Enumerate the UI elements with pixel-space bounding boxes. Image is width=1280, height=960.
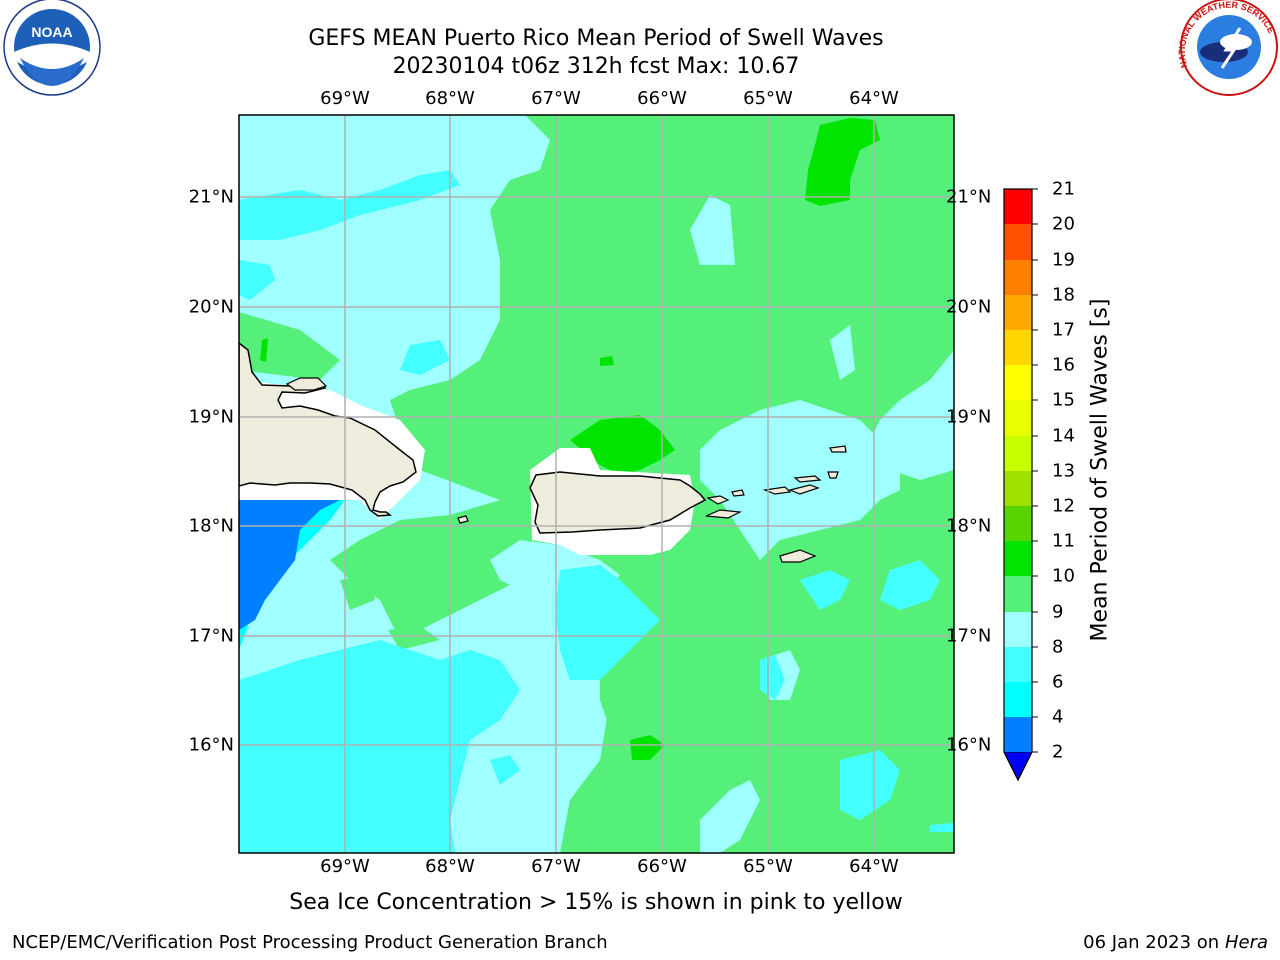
colorbar-tick-label: 20 <box>1052 213 1075 235</box>
national-weather-service-logo: NATIONAL WEATHER SERVICE <box>1177 0 1278 96</box>
colorbar-tick-label: 8 <box>1052 636 1064 658</box>
colorbar-tick-label: 10 <box>1052 565 1075 587</box>
lon-label-bottom: 68°W <box>425 856 475 877</box>
colorbar-tick-label: 15 <box>1052 389 1075 411</box>
lon-label-bottom: 64°W <box>849 856 899 877</box>
lat-label-right: 20°N <box>946 296 992 318</box>
lat-label-left: 20°N <box>188 296 234 318</box>
lon-label-bottom: 65°W <box>743 856 793 877</box>
lat-label-right: 19°N <box>946 406 992 428</box>
map-title: GEFS MEAN Puerto Rico Mean Period of Swe… <box>308 26 884 51</box>
lon-label-top: 64°W <box>849 88 899 109</box>
lat-label-left: 19°N <box>188 406 234 428</box>
colorbar-tick-label: 2 <box>1052 741 1064 763</box>
colorbar-tick-label: 9 <box>1052 601 1064 623</box>
colorbar-tick-label: 18 <box>1052 284 1075 306</box>
lon-label-bottom: 69°W <box>320 856 370 877</box>
footer-host: Hera <box>1224 932 1268 953</box>
swell-period-field-10-11 <box>570 415 675 475</box>
land-virgin-islands <box>762 486 792 495</box>
map-frame <box>238 114 955 854</box>
footer-date: 06 Jan 2023 on Hera <box>1083 932 1268 953</box>
map-plot-area <box>239 115 954 853</box>
colorbar-tick-label: 4 <box>1052 706 1064 728</box>
lon-label-bottom: 67°W <box>531 856 581 877</box>
colorbar-tick-label: 16 <box>1052 354 1075 376</box>
colorbar-tick-label: 21 <box>1052 178 1075 200</box>
lat-label-left: 16°N <box>188 734 234 756</box>
colorbar-title: Mean Period of Swell Waves [s] <box>1087 298 1113 642</box>
lon-label-top: 66°W <box>637 88 687 109</box>
lon-label-top: 68°W <box>425 88 475 109</box>
lon-label-bottom: 66°W <box>637 856 687 877</box>
colorbar-tick-label: 13 <box>1052 460 1075 482</box>
lat-label-right: 17°N <box>946 625 992 647</box>
colorbar-tick-label: 14 <box>1052 425 1075 447</box>
lat-label-right: 21°N <box>946 186 992 208</box>
lon-label-top: 69°W <box>320 88 370 109</box>
noaa-logo: NOAA <box>3 0 101 96</box>
colorbar-tick-label: 12 <box>1052 495 1075 517</box>
footer-date-text: 06 Jan 2023 on <box>1083 932 1225 953</box>
colorbar-tick-label: 17 <box>1052 319 1075 341</box>
lat-label-left: 17°N <box>188 625 234 647</box>
lat-label-left: 21°N <box>188 186 234 208</box>
lon-label-top: 65°W <box>743 88 793 109</box>
map-gridlines <box>239 115 954 853</box>
lat-label-left: 18°N <box>188 515 234 537</box>
colorbar-tick-label: 19 <box>1052 249 1075 271</box>
footer-credit: NCEP/EMC/Verification Post Processing Pr… <box>12 932 608 953</box>
lat-label-right: 16°N <box>946 734 992 756</box>
colorbar-tick-label: 6 <box>1052 671 1064 693</box>
lat-label-right: 18°N <box>946 515 992 537</box>
colorbar-tick-label: 11 <box>1052 530 1075 552</box>
sea-ice-note: Sea Ice Concentration > 15% is shown in … <box>289 890 903 915</box>
colorbar <box>1003 188 1038 782</box>
map-subtitle-forecast: 20230104 t06z 312h fcst Max: 10.67 <box>392 54 800 79</box>
lon-label-top: 67°W <box>531 88 581 109</box>
swell-period-field-2-4 <box>239 500 340 630</box>
noaa-logo-text: NOAA <box>31 24 72 40</box>
